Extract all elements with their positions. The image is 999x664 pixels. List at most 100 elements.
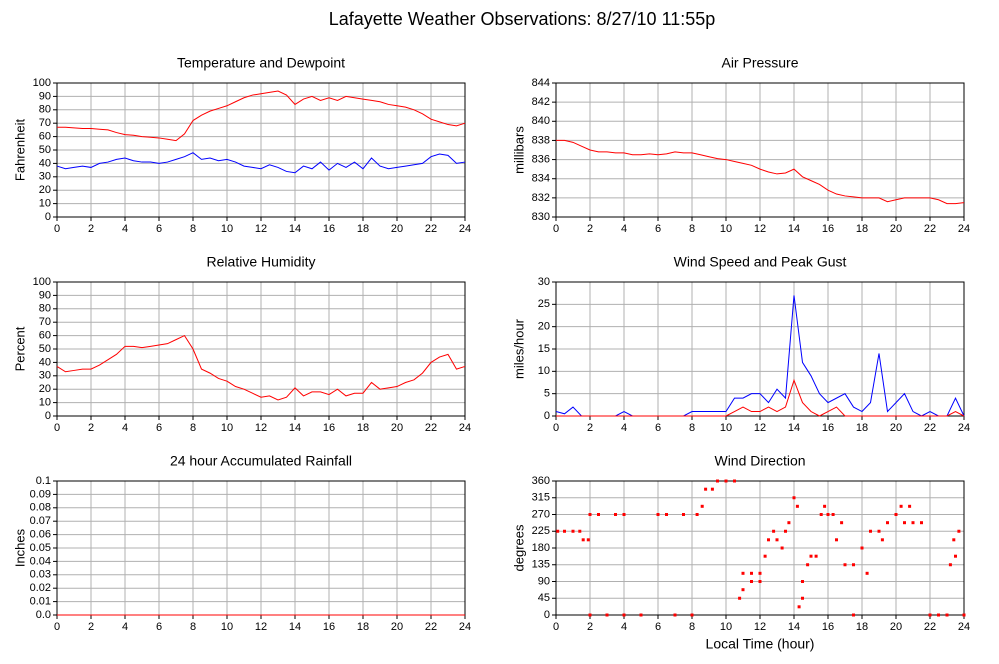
y-tick-label: 0.0: [36, 609, 51, 621]
data-point: [656, 513, 660, 516]
plot-frame: [56, 82, 466, 218]
y-tick-label: 100: [33, 77, 51, 89]
x-tick-label: 16: [822, 223, 834, 235]
data-point: [571, 529, 575, 533]
data-point: [750, 580, 753, 583]
x-tick-label: 24: [459, 621, 471, 633]
x-tick-label: 16: [822, 422, 834, 434]
x-tick-label: 6: [156, 422, 162, 434]
y-tick-label: 15: [538, 343, 550, 355]
data-point: [578, 529, 582, 533]
x-tick-label: 24: [958, 422, 970, 434]
data-point: [741, 588, 745, 592]
x-tick-label: 24: [459, 422, 471, 434]
x-tick-label: 10: [221, 422, 233, 434]
x-tick-label: 10: [720, 621, 732, 633]
x-tick-label: 0: [553, 621, 559, 633]
data-point: [673, 613, 677, 617]
x-tick-label: 12: [754, 223, 766, 235]
y-tick-label: 838: [532, 134, 550, 146]
y-tick-label: 0.03: [30, 569, 51, 581]
x-tick-label: 20: [391, 223, 403, 235]
data-point: [700, 504, 704, 508]
data-point: [840, 521, 844, 525]
y-tick-label: 30: [538, 276, 550, 288]
y-axis-label: Fahrenheit: [12, 119, 27, 182]
y-tick-label: 0.06: [30, 529, 51, 541]
data-line: [555, 295, 965, 417]
data-point: [945, 613, 949, 617]
data-point: [563, 529, 566, 533]
x-tick-label: 4: [122, 621, 128, 633]
x-tick-label: 0: [553, 422, 559, 434]
data-point: [738, 596, 742, 600]
plot-title: 24 hour Accumulated Rainfall: [170, 453, 352, 469]
data-point: [831, 513, 835, 516]
x-tick-label: 24: [958, 621, 970, 633]
x-tick-label: 0: [54, 621, 60, 633]
x-tick-label: 14: [788, 223, 800, 235]
plot-title: Wind Speed and Peak Gust: [674, 254, 847, 270]
data-point: [865, 571, 869, 575]
data-point: [767, 538, 770, 542]
x-tick-label: 14: [788, 621, 800, 633]
data-point: [710, 487, 714, 491]
x-tick-label: 12: [754, 422, 766, 434]
x-tick-label: 6: [156, 223, 162, 235]
data-point: [784, 529, 787, 533]
y-tick-label: 5: [544, 388, 550, 400]
data-line: [556, 139, 965, 205]
y-tick-label: 100: [33, 276, 51, 288]
x-tick-label: 18: [357, 422, 369, 434]
x-tick-label: 12: [255, 223, 267, 235]
x-tick-label: 14: [289, 422, 301, 434]
plot-frame: [555, 281, 965, 417]
y-tick-label: 90: [538, 575, 550, 587]
data-point: [823, 504, 827, 508]
y-tick-label: 50: [39, 343, 51, 355]
x-tick-label: 14: [289, 621, 301, 633]
data-point: [775, 538, 779, 542]
x-tick-label: 22: [924, 223, 936, 235]
plot-frame: [555, 480, 965, 616]
x-tick-label: 4: [621, 223, 627, 235]
y-tick-label: 842: [532, 96, 550, 108]
y-tick-label: 0: [45, 410, 51, 422]
x-tick-label: 0: [553, 223, 559, 235]
x-tick-label: 2: [587, 422, 593, 434]
plot-title: Temperature and Dewpoint: [177, 55, 345, 71]
x-tick-label: 2: [587, 223, 593, 235]
y-tick-label: 0.08: [30, 502, 51, 514]
y-tick-label: 270: [532, 508, 550, 520]
x-tick-label: 4: [621, 422, 627, 434]
data-point: [792, 496, 796, 500]
y-tick-label: 0: [544, 410, 550, 422]
y-tick-label: 0.04: [30, 555, 51, 567]
data-point: [795, 504, 799, 508]
y-tick-label: 836: [532, 153, 550, 165]
data-line: [57, 90, 466, 142]
y-tick-label: 360: [532, 475, 550, 487]
x-tick-label: 14: [289, 223, 301, 235]
y-tick-label: 30: [39, 370, 51, 382]
data-point: [809, 554, 813, 558]
data-point: [586, 538, 590, 542]
y-tick-label: 20: [39, 383, 51, 395]
x-tick-label: 10: [221, 621, 233, 633]
y-tick-label: 0.01: [30, 596, 51, 608]
data-point: [797, 605, 801, 609]
plot-title: Relative Humidity: [207, 254, 316, 270]
x-tick-label: 20: [890, 422, 902, 434]
data-line: [56, 152, 466, 174]
data-point: [581, 538, 585, 542]
x-axis-label: Local Time (hour): [706, 636, 815, 652]
data-point: [801, 580, 804, 583]
y-tick-label: 0: [45, 211, 51, 223]
x-tick-label: 16: [822, 621, 834, 633]
data-point: [860, 546, 864, 550]
data-point: [937, 613, 940, 617]
x-tick-label: 8: [190, 621, 196, 633]
x-tick-label: 20: [391, 422, 403, 434]
data-point: [819, 513, 823, 516]
data-point: [724, 479, 728, 483]
